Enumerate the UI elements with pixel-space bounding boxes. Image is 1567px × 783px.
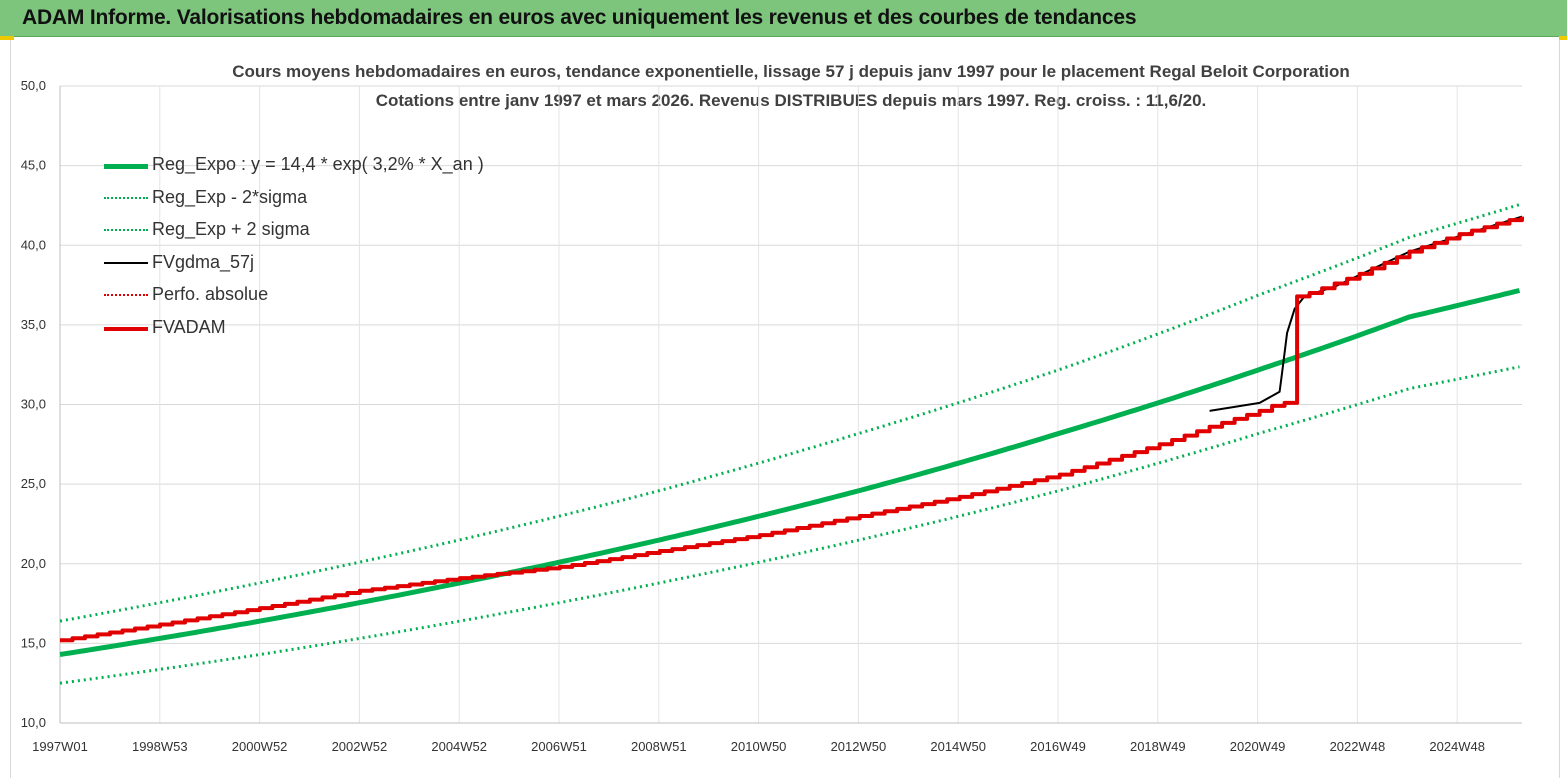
x-tick-label: 2002W52 (332, 739, 388, 754)
x-tick-label: 1998W53 (132, 739, 188, 754)
legend-swatch (104, 196, 148, 199)
page-title: ADAM Informe. Valorisations hebdomadaire… (22, 6, 1137, 29)
series-line-1 (59, 365, 1520, 685)
x-tick-label: 2018W49 (1130, 739, 1186, 754)
legend-label: Reg_Exp + 2 sigma (152, 219, 310, 239)
legend-label: Perfo. absolue (152, 284, 269, 304)
x-tick-label: 2016W49 (1030, 739, 1086, 754)
x-tick-label: 2008W51 (631, 739, 687, 754)
series-line-0 (59, 288, 1521, 657)
x-tick-label: 2012W50 (831, 739, 887, 754)
grid-layer (60, 85, 1522, 724)
x-tick-label: 2020W49 (1230, 739, 1286, 754)
legend-swatch (104, 326, 148, 331)
x-tick-label: 2006W51 (531, 739, 587, 754)
series-line-2 (59, 203, 1520, 623)
legend-swatch (104, 164, 148, 169)
y-tick-label: 50,0 (21, 78, 46, 93)
corner-accent-right (1559, 36, 1567, 40)
y-tick-label: 30,0 (21, 397, 46, 412)
y-tick-label: 20,0 (21, 556, 46, 571)
x-tick-label: 2000W52 (232, 739, 288, 754)
x-tick-label: 2022W48 (1330, 739, 1386, 754)
y-tick-label: 40,0 (21, 237, 46, 252)
legend-swatch (104, 261, 148, 264)
legend-label: Reg_Expo : y = 14,4 * exp( 3,2% * X_an ) (152, 154, 484, 174)
app-header: ADAM Informe. Valorisations hebdomadaire… (0, 0, 1567, 37)
corner-accent-left (0, 36, 14, 40)
x-tick-label: 2014W50 (930, 739, 986, 754)
chart-subtitle: Cotations entre janv 1997 et mars 2026. … (375, 91, 1207, 110)
legend-swatch (104, 229, 148, 231)
legend-label: FVADAM (152, 316, 226, 337)
x-tick-label: 1997W01 (32, 739, 88, 754)
chart-frame (10, 40, 1560, 778)
x-tick-label: 2024W48 (1429, 739, 1485, 754)
y-tick-label: 25,0 (21, 476, 46, 491)
y-tick-label: 35,0 (21, 317, 46, 332)
y-tick-label: 10,0 (21, 715, 46, 730)
series-line-5 (60, 216, 1524, 643)
series-layer (59, 203, 1524, 685)
y-tick-label: 45,0 (21, 158, 46, 173)
x-tick-label: 2010W50 (731, 739, 787, 754)
x-tick-label: 2004W52 (431, 739, 487, 754)
legend-label: Reg_Exp - 2*sigma (152, 186, 308, 207)
legend-swatch (104, 294, 148, 296)
legend-label: FVgdma_57j (152, 251, 255, 272)
chart-title: Cours moyens hebdomadaires en euros, ten… (232, 62, 1350, 81)
y-tick-label: 15,0 (21, 635, 46, 650)
axis-layer: 10,0 15,0 20,0 25,0 30,0 35,0 40,0 45,0 50,0 1997… (21, 78, 1522, 754)
